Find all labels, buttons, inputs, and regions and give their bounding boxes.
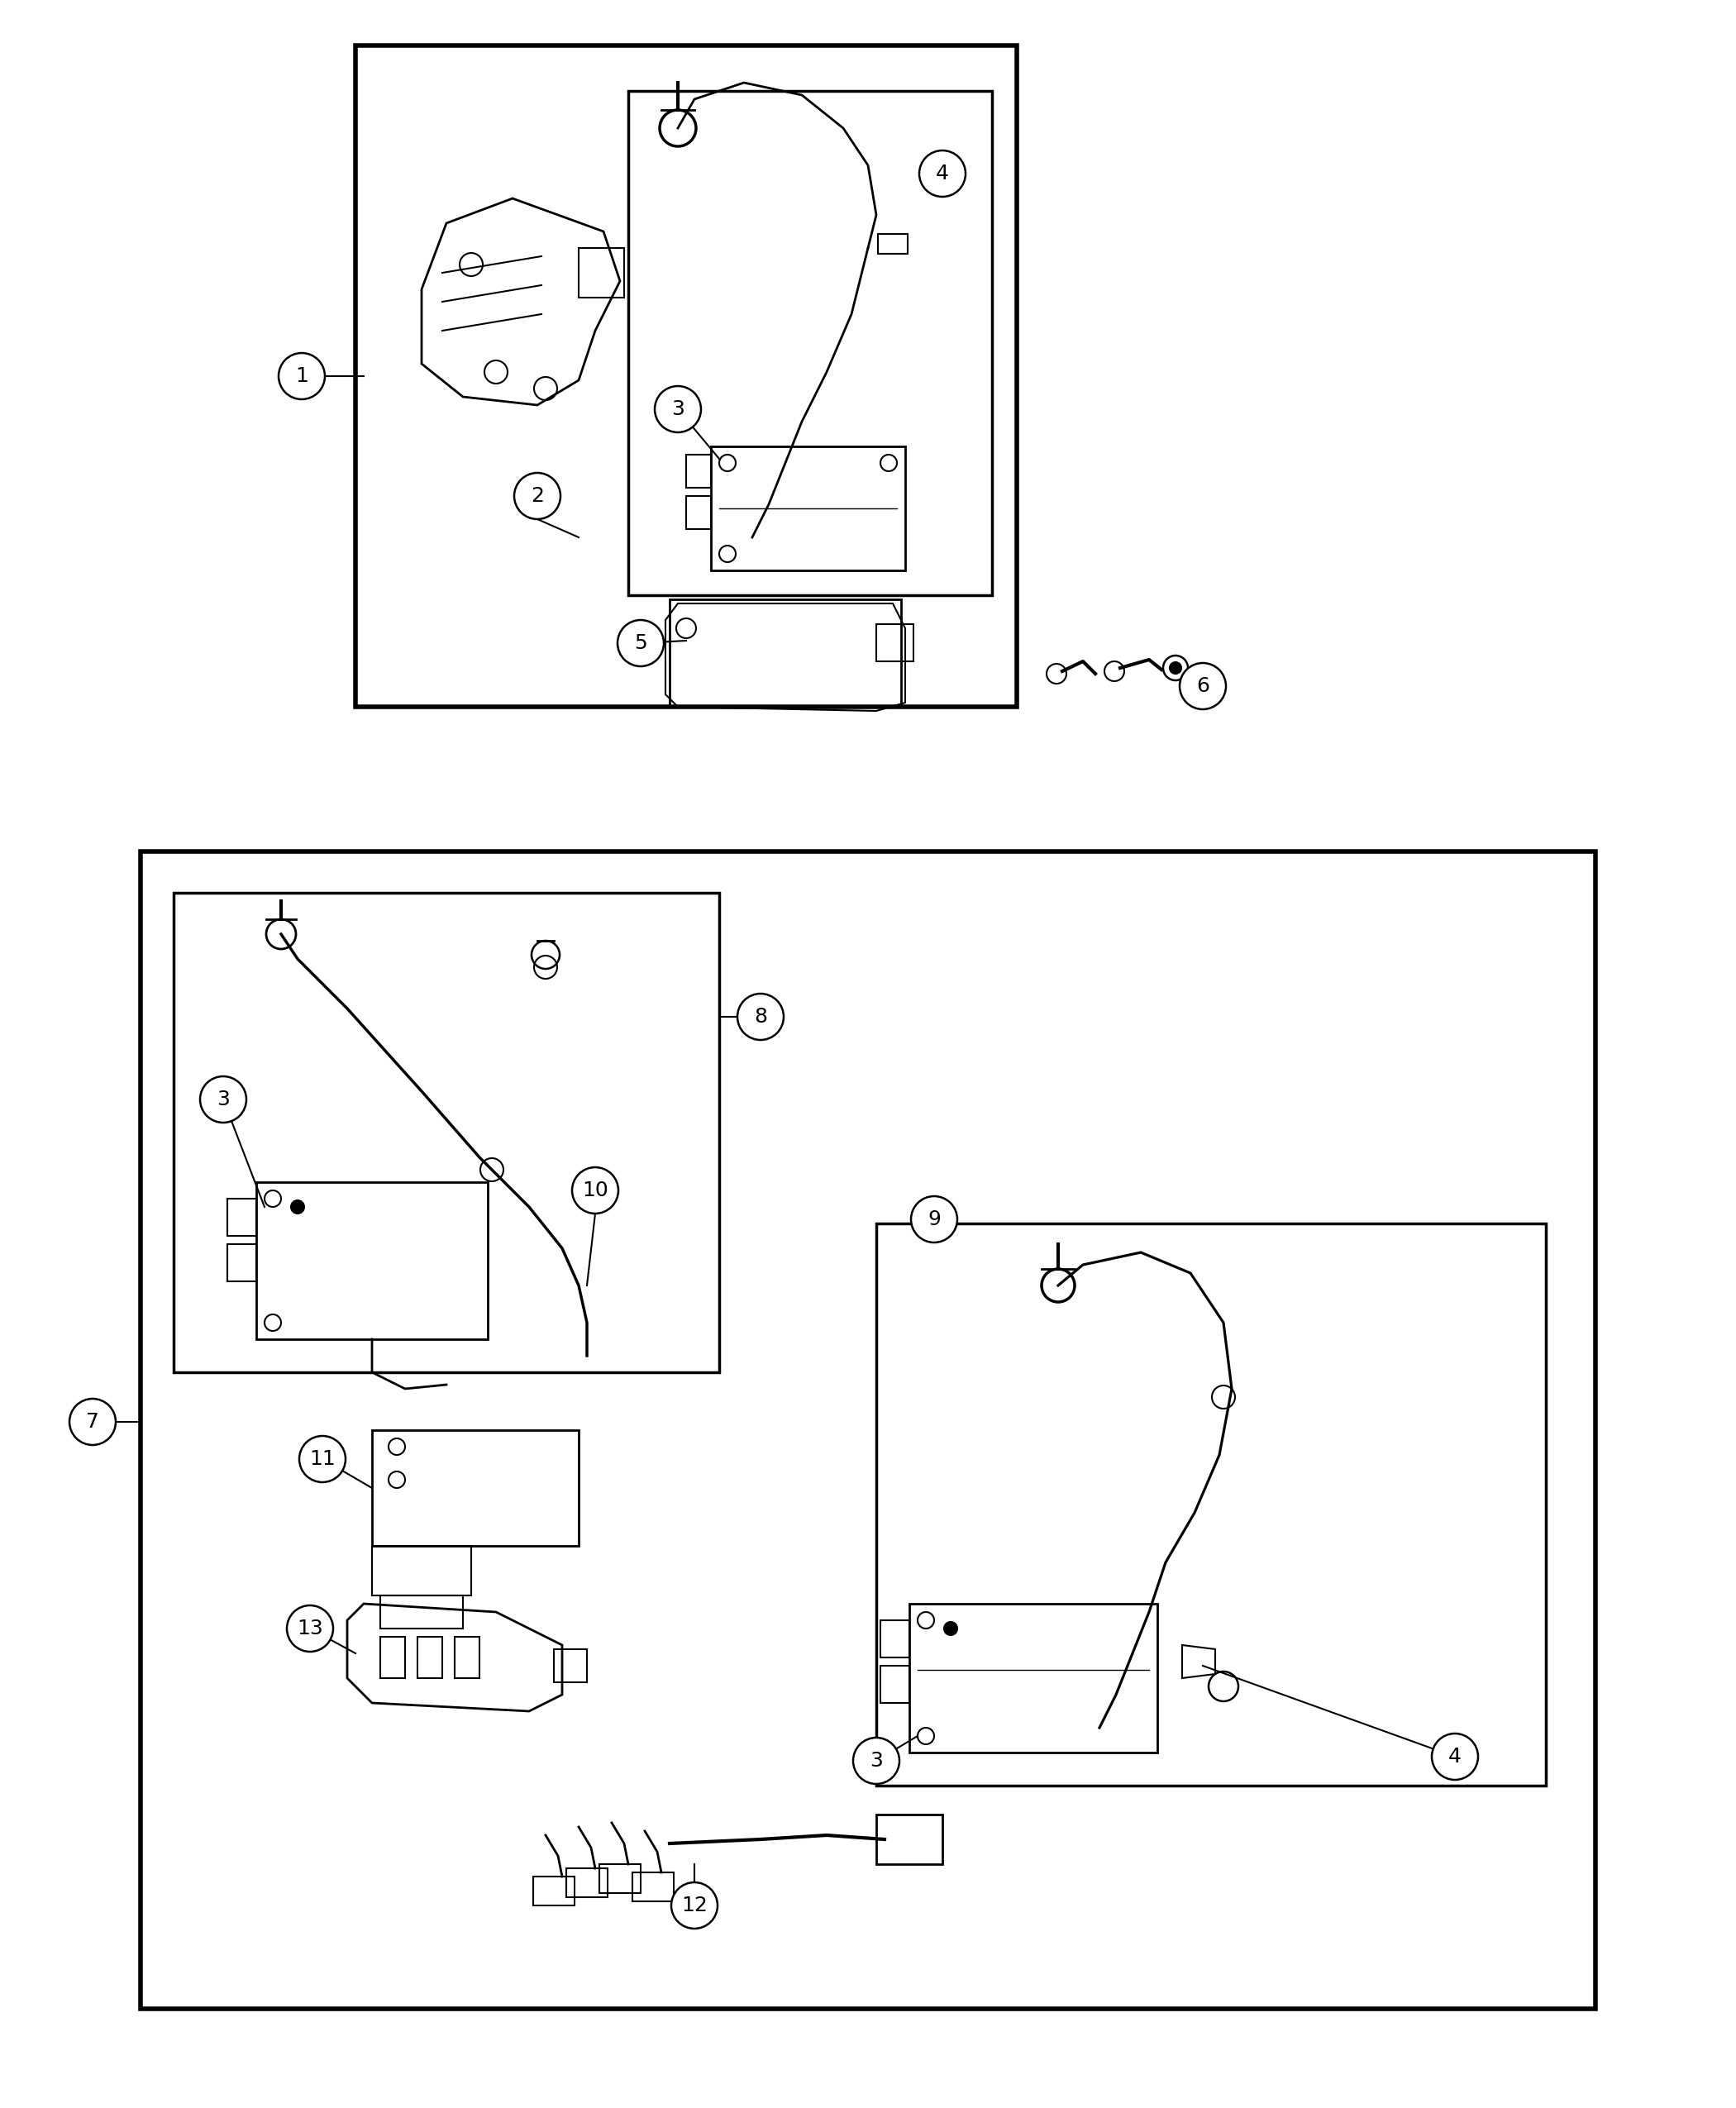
Text: 12: 12: [681, 1895, 708, 1916]
Bar: [380, 1596, 464, 1629]
Bar: [380, 1636, 404, 1678]
Circle shape: [911, 1195, 957, 1242]
Circle shape: [69, 1400, 116, 1444]
Text: 3: 3: [870, 1752, 884, 1771]
Circle shape: [573, 1168, 618, 1214]
Circle shape: [514, 472, 561, 519]
Bar: [880, 1621, 910, 1657]
Bar: [257, 1183, 488, 1339]
Bar: [877, 624, 913, 662]
Bar: [417, 1636, 443, 1678]
Bar: [910, 1604, 1158, 1752]
Text: 7: 7: [87, 1412, 99, 1431]
Circle shape: [738, 993, 783, 1039]
Text: 5: 5: [634, 632, 648, 653]
Bar: [141, 852, 1595, 2009]
Text: 9: 9: [927, 1210, 941, 1229]
Bar: [455, 1636, 479, 1678]
Bar: [628, 91, 991, 594]
Bar: [670, 599, 901, 706]
Circle shape: [618, 620, 663, 666]
Bar: [533, 1876, 575, 1906]
Bar: [174, 894, 719, 1372]
Circle shape: [278, 352, 325, 398]
Bar: [356, 46, 1017, 706]
Circle shape: [286, 1606, 333, 1653]
Text: 4: 4: [936, 164, 950, 183]
Circle shape: [1170, 662, 1180, 675]
Text: 4: 4: [1448, 1748, 1462, 1767]
Text: 3: 3: [217, 1090, 229, 1109]
Text: 11: 11: [309, 1448, 335, 1469]
Text: 13: 13: [297, 1619, 323, 1638]
Bar: [686, 455, 712, 487]
Text: 3: 3: [672, 398, 684, 419]
Bar: [686, 495, 712, 529]
Circle shape: [1432, 1733, 1477, 1779]
Bar: [599, 1863, 641, 1893]
Bar: [554, 1648, 587, 1682]
Bar: [227, 1199, 257, 1235]
Bar: [880, 1665, 910, 1703]
Circle shape: [944, 1621, 957, 1636]
Text: 8: 8: [753, 1008, 767, 1027]
Bar: [372, 1545, 470, 1596]
Bar: [227, 1244, 257, 1282]
Bar: [877, 1815, 943, 1863]
Bar: [712, 447, 904, 571]
Circle shape: [920, 150, 965, 196]
Bar: [877, 1223, 1545, 1785]
Text: 10: 10: [582, 1180, 608, 1199]
Text: 1: 1: [295, 367, 309, 386]
Bar: [566, 1868, 608, 1897]
Circle shape: [299, 1436, 345, 1482]
Circle shape: [1180, 664, 1226, 708]
Bar: [372, 1429, 578, 1545]
Circle shape: [654, 386, 701, 432]
Bar: [632, 1872, 674, 1901]
Text: 2: 2: [531, 487, 543, 506]
Circle shape: [672, 1882, 717, 1929]
Bar: [578, 249, 625, 297]
Circle shape: [292, 1199, 304, 1214]
Circle shape: [852, 1737, 899, 1783]
Circle shape: [200, 1077, 247, 1124]
Text: 6: 6: [1196, 677, 1210, 696]
